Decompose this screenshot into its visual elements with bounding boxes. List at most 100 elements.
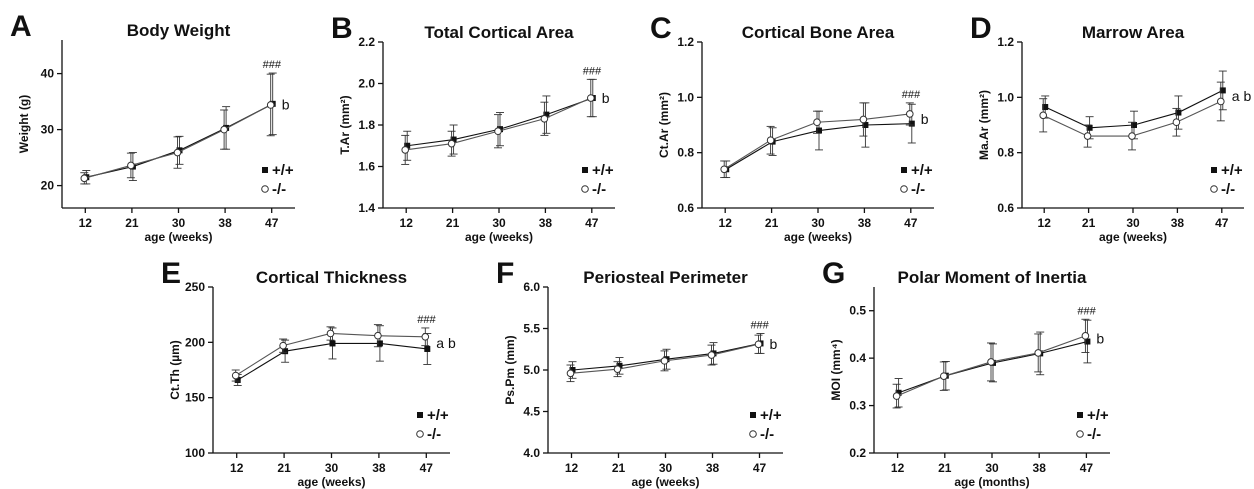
data-point-wt: [282, 348, 289, 355]
y-tick-label: 1.0: [677, 90, 694, 104]
y-axis-label: Ct.Ar (mm²): [657, 92, 671, 158]
x-tick-label: 47: [1080, 461, 1094, 475]
legend-marker-wt: [582, 167, 588, 173]
data-point-wt: [450, 136, 457, 143]
data-point-ko: [401, 146, 410, 154]
chart-title: Polar Moment of Inertia: [898, 268, 1087, 287]
data-point-ko: [1081, 332, 1090, 340]
data-point-ko: [1128, 132, 1136, 140]
data-point-wt: [404, 142, 411, 149]
x-tick-label: 38: [218, 216, 232, 230]
legend-marker-ko: [1210, 185, 1218, 193]
x-tick-label: 30: [985, 461, 999, 475]
legend-marker-ko: [261, 185, 269, 193]
y-tick-label: 100: [185, 446, 205, 460]
panel-letter: A: [10, 10, 32, 43]
y-tick-label: 1.2: [677, 35, 694, 49]
data-point-ko: [754, 340, 763, 349]
chart-title: Periosteal Perimeter: [583, 268, 748, 287]
legend-marker-ko: [749, 430, 757, 438]
data-point-wt: [569, 367, 576, 373]
data-point-ko: [494, 127, 502, 136]
legend-marker-ko: [1076, 430, 1084, 438]
data-point-ko: [859, 115, 868, 124]
chart-title: Cortical Thickness: [256, 268, 407, 287]
y-tick-label: 2.0: [358, 77, 375, 91]
data-point-ko: [279, 341, 287, 350]
data-point-wt: [1084, 338, 1091, 345]
data-point-ko: [374, 331, 382, 340]
y-tick-label: 6.0: [523, 280, 540, 294]
y-tick-label: 0.5: [849, 304, 866, 318]
legend-marker-wt: [901, 167, 907, 173]
data-point-wt: [543, 111, 550, 118]
legend-marker-ko: [581, 185, 589, 193]
data-point-ko: [892, 392, 901, 400]
data-point-wt: [862, 122, 869, 128]
data-point-ko: [231, 371, 240, 380]
chart-panel-g: G Polar Moment of Inertia 0.2 0.3 0.4 0.5 12 21…: [822, 257, 1110, 489]
x-tick-label: 38: [1171, 216, 1185, 230]
y-tick-label: 40: [41, 67, 55, 81]
x-tick-label: 38: [706, 461, 720, 475]
y-tick-label: 0.3: [849, 399, 866, 413]
chart-panel-a: A Body Weight 20 30 40 12 21 30 38 47 age (weeks) W…: [10, 10, 295, 244]
significance-marker: ###: [1077, 305, 1096, 317]
data-point-ko: [987, 358, 995, 366]
data-point-wt: [1086, 124, 1093, 131]
x-axis-label: age (weeks): [631, 475, 699, 489]
data-point-wt: [234, 376, 241, 383]
x-tick-label: 47: [1215, 216, 1229, 230]
legend-label-ko: -/-: [427, 426, 441, 443]
data-point-ko: [707, 351, 716, 359]
data-point-wt: [1042, 104, 1049, 111]
x-tick-label: 21: [765, 216, 779, 230]
data-point-ko: [1217, 97, 1225, 106]
stat-annotation: a b: [1232, 88, 1252, 104]
stat-annotation: b: [770, 336, 778, 352]
x-tick-label: 12: [719, 216, 733, 230]
data-point-ko: [613, 365, 622, 373]
legend-marker-wt: [750, 412, 756, 418]
x-tick-label: 21: [1082, 216, 1096, 230]
x-tick-label: 38: [539, 216, 553, 230]
y-tick-label: 4.5: [523, 405, 540, 419]
y-tick-label: 1.4: [358, 201, 375, 215]
y-tick-label: 1.6: [358, 160, 375, 174]
stat-annotation: b: [1096, 331, 1104, 347]
chart-panel-c: C Cortical Bone Area 0.6 0.8 1.0 1.2 12 21 30 38 4…: [650, 12, 934, 244]
chart-title: Body Weight: [127, 21, 231, 40]
x-tick-label: 21: [938, 461, 952, 475]
x-tick-label: 21: [612, 461, 626, 475]
x-axis-label: age (months): [954, 475, 1029, 489]
data-point-wt: [616, 362, 623, 369]
legend-label-ko: -/-: [592, 181, 606, 198]
x-tick-label: 30: [172, 216, 186, 230]
x-tick-label: 38: [858, 216, 872, 230]
legend-label-ko: -/-: [1221, 181, 1235, 198]
data-point-ko: [587, 94, 595, 102]
chart-panel-b: B Total Cortical Area 1.4 1.6 1.8 2.0 2.2 12 21 3…: [331, 12, 615, 244]
legend-label-wt: +/+: [760, 407, 782, 424]
significance-marker: ###: [583, 65, 602, 77]
y-tick-label: 2.2: [358, 35, 375, 49]
y-tick-label: 0.8: [997, 146, 1014, 160]
panel-letter: C: [650, 12, 672, 45]
data-point-wt: [1131, 122, 1137, 128]
x-tick-label: 30: [492, 216, 506, 230]
x-tick-label: 21: [125, 216, 139, 230]
x-axis-label: age (weeks): [1099, 230, 1167, 244]
legend-marker-ko: [900, 185, 908, 193]
legend-label-wt: +/+: [592, 162, 614, 179]
panel-letter: F: [496, 257, 514, 290]
x-tick-label: 47: [585, 216, 599, 230]
legend-marker-wt: [262, 167, 268, 173]
x-tick-label: 12: [79, 216, 93, 230]
x-tick-label: 12: [565, 461, 579, 475]
y-tick-label: 0.6: [677, 201, 694, 215]
significance-marker: ###: [902, 89, 921, 101]
data-point-ko: [766, 136, 775, 145]
chart-panel-f: F Periosteal Perimeter 4.0 4.5 5.0 5.5 6.0 12 21…: [496, 257, 783, 489]
x-axis-label: age (weeks): [465, 230, 533, 244]
legend-marker-wt: [417, 412, 423, 418]
